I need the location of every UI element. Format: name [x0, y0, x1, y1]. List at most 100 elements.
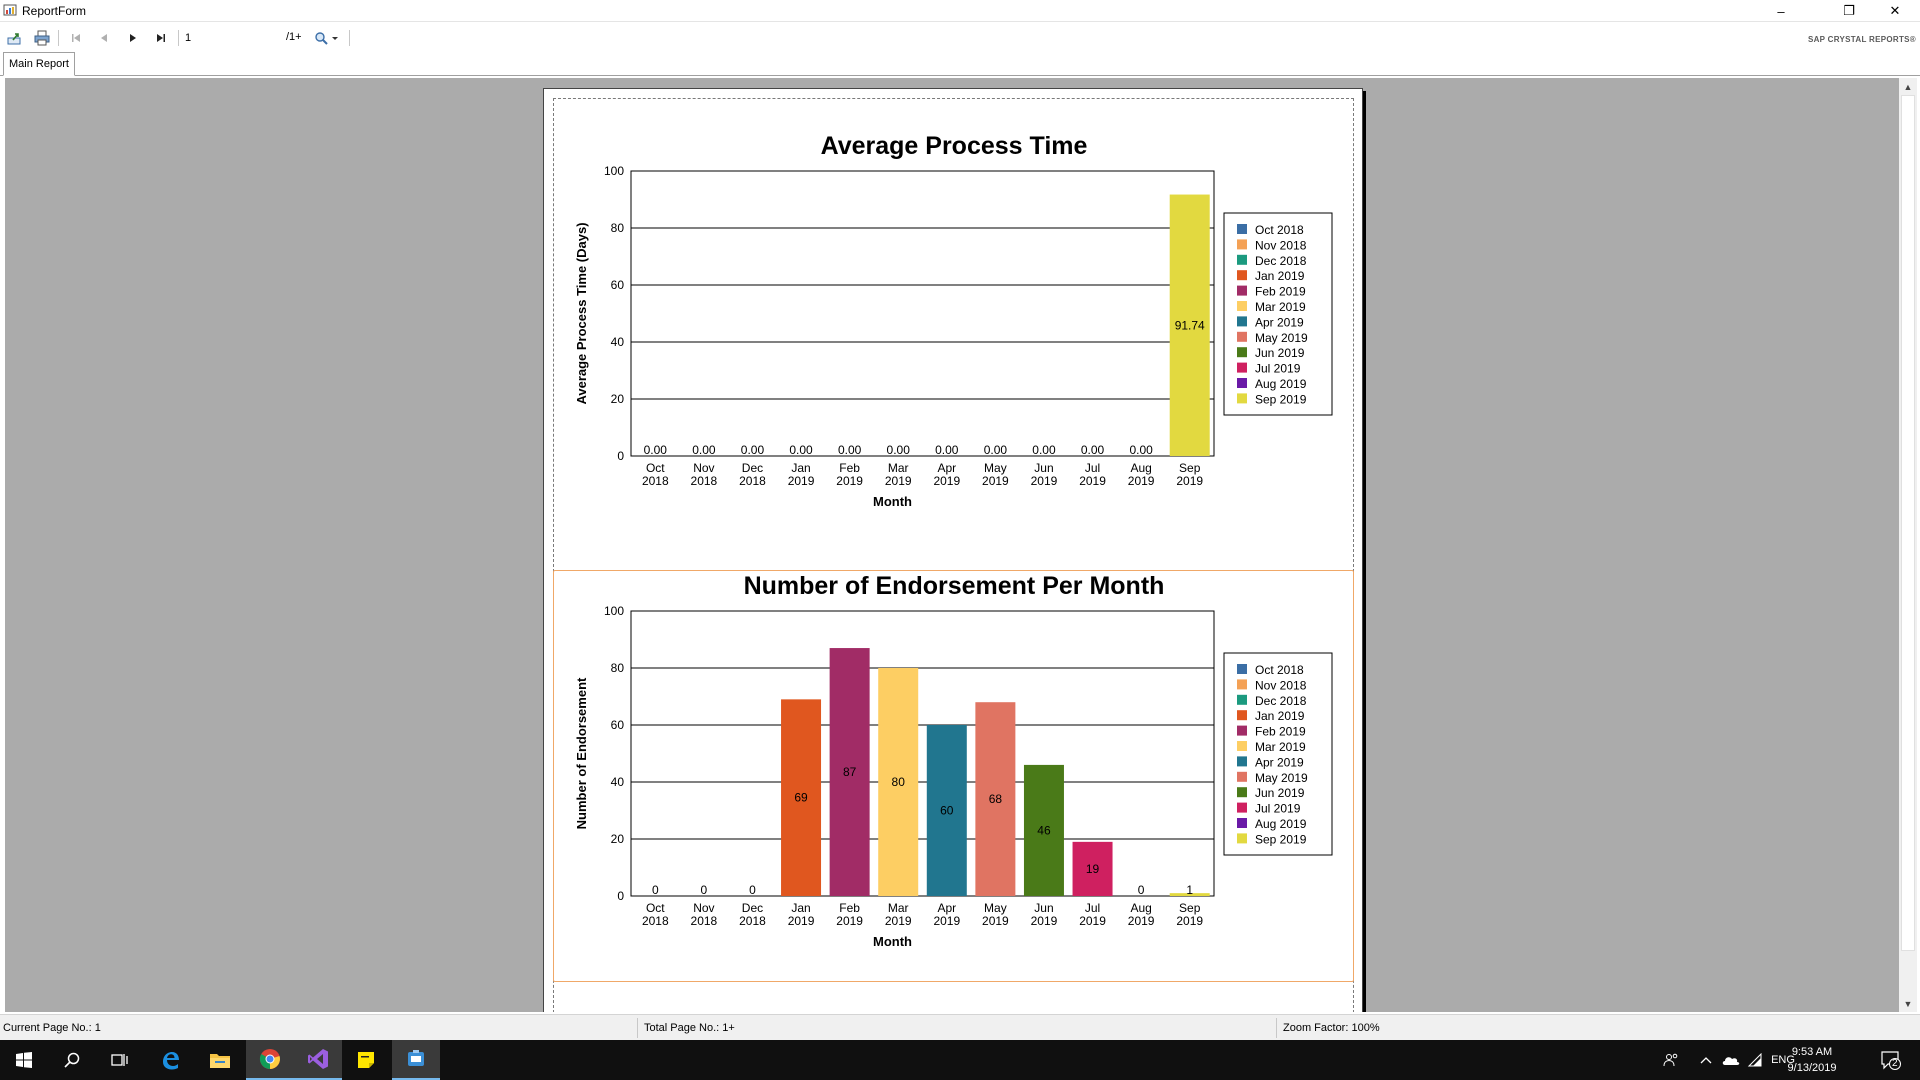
tray-wifi-button[interactable]: [1744, 1040, 1766, 1080]
first-page-button[interactable]: [66, 28, 86, 48]
x-tick-label: Dec: [742, 461, 763, 475]
page-number-input[interactable]: [183, 29, 283, 47]
legend-entry: Jul 2019: [1255, 802, 1301, 816]
legend-swatch: [1237, 756, 1247, 767]
tray-language[interactable]: ENG: [1771, 1054, 1795, 1066]
taskbar-edge[interactable]: [146, 1040, 194, 1080]
y-axis-label: Average Process Time (Days): [574, 222, 589, 404]
data-label: 68: [989, 792, 1003, 806]
legend-swatch: [1237, 710, 1247, 721]
restore-button[interactable]: ❐: [1843, 3, 1855, 18]
x-tick-label: Jan: [791, 461, 810, 475]
start-button[interactable]: [0, 1040, 48, 1080]
legend-swatch: [1237, 285, 1247, 296]
legend-entry: Sep 2019: [1255, 832, 1307, 846]
x-tick-label: 2018: [691, 474, 718, 488]
taskbar-sticky-notes[interactable]: [342, 1040, 390, 1080]
x-tick-label: Jun: [1034, 461, 1053, 475]
chart-title: Average Process Time: [821, 132, 1088, 160]
legend-entry: Aug 2019: [1255, 377, 1307, 391]
taskbar-clock[interactable]: 9:53 AM 9/13/2019: [1780, 1044, 1844, 1076]
legend-entry: Jul 2019: [1255, 362, 1301, 376]
page-total-label: /1+: [286, 31, 302, 43]
taskbar-visual-studio[interactable]: [294, 1040, 342, 1080]
data-label: 91.74: [1175, 318, 1205, 332]
zoom-dropdown-button[interactable]: [312, 28, 342, 48]
last-page-icon: [157, 34, 165, 42]
y-tick-label: 40: [611, 775, 625, 789]
x-tick-label: Dec: [742, 901, 763, 915]
bar: [781, 699, 822, 896]
tray-onedrive-button[interactable]: [1718, 1040, 1744, 1080]
last-page-button[interactable]: [151, 28, 171, 48]
action-center-button[interactable]: 2: [1870, 1040, 1910, 1080]
x-tick-label: 2019: [836, 474, 863, 488]
edge-icon: [163, 1052, 179, 1070]
toolbar-separator: [349, 30, 350, 46]
taskbar-chrome[interactable]: [246, 1040, 294, 1080]
export-button[interactable]: [5, 28, 25, 48]
data-label: 0.00: [935, 443, 959, 457]
bar: [975, 702, 1016, 896]
legend-entry: Nov 2018: [1255, 238, 1307, 252]
x-tick-label: 2018: [642, 474, 669, 488]
start-icon: [16, 1052, 32, 1068]
data-label: 80: [892, 775, 906, 789]
toolbar-separator: [178, 30, 179, 46]
search-button[interactable]: [48, 1040, 96, 1080]
legend-swatch: [1237, 771, 1247, 782]
x-tick-label: Feb: [839, 461, 860, 475]
legend-entry: Oct 2018: [1255, 223, 1304, 237]
x-tick-label: Sep: [1179, 461, 1201, 475]
sap-crystal-reports-logo: SAP CRYSTAL REPORTS®: [1807, 35, 1916, 44]
x-tick-label: 2018: [739, 914, 766, 928]
scroll-down-arrow-icon[interactable]: ▼: [1903, 998, 1913, 1009]
x-tick-label: 2019: [788, 474, 815, 488]
x-tick-label: 2019: [836, 914, 863, 928]
data-label: 0.00: [1081, 443, 1105, 457]
legend-entry: Feb 2019: [1255, 725, 1306, 739]
x-tick-label: 2019: [1079, 914, 1106, 928]
taskbar-report-app[interactable]: [392, 1040, 440, 1080]
clock-date: 9/13/2019: [1787, 1062, 1837, 1074]
x-tick-label: May: [984, 901, 1007, 915]
tray-people-button[interactable]: [1657, 1040, 1685, 1080]
x-tick-label: Mar: [888, 461, 909, 475]
taskbar-file-explorer[interactable]: [196, 1040, 244, 1080]
search-icon: [64, 1052, 80, 1068]
data-label: 46: [1037, 823, 1051, 837]
y-tick-label: 100: [604, 164, 624, 178]
data-label: 0: [701, 883, 708, 897]
data-label: 87: [843, 765, 857, 779]
tray-show-hidden-button[interactable]: [1694, 1040, 1718, 1080]
scrollbar-thumb[interactable]: [1901, 95, 1915, 951]
task-view-button[interactable]: [96, 1040, 144, 1080]
x-tick-label: Oct: [646, 461, 665, 475]
vertical-scrollbar[interactable]: ▲ ▼: [1899, 78, 1917, 1012]
bar: [1023, 764, 1064, 896]
x-tick-label: 2019: [885, 474, 912, 488]
next-page-button[interactable]: [123, 28, 143, 48]
legend-entry: Mar 2019: [1255, 740, 1306, 754]
plot-area: [630, 170, 1215, 457]
print-button[interactable]: [32, 28, 52, 48]
x-tick-label: Jul: [1085, 461, 1100, 475]
data-label: 0.00: [644, 443, 668, 457]
file-explorer-icon: [210, 1054, 230, 1068]
y-tick-label: 0: [617, 449, 624, 463]
total-page-status: Total Page No.: 1+: [644, 1022, 735, 1034]
close-button[interactable]: ✕: [1889, 3, 1901, 18]
minimize-button[interactable]: –: [1777, 3, 1785, 19]
x-tick-label: 2018: [691, 914, 718, 928]
tab-main-report[interactable]: Main Report: [3, 52, 75, 76]
previous-page-button[interactable]: [94, 28, 114, 48]
legend-entry: May 2019: [1255, 331, 1308, 345]
scroll-up-arrow-icon[interactable]: ▲: [1903, 81, 1913, 92]
legend-entry: Dec 2018: [1255, 254, 1307, 268]
y-tick-label: 20: [611, 392, 625, 406]
x-tick-label: May: [984, 461, 1007, 475]
plot-area: [630, 610, 1215, 897]
x-tick-label: Oct: [646, 901, 665, 915]
legend-swatch: [1237, 254, 1247, 265]
legend-entry: Apr 2019: [1255, 755, 1304, 769]
